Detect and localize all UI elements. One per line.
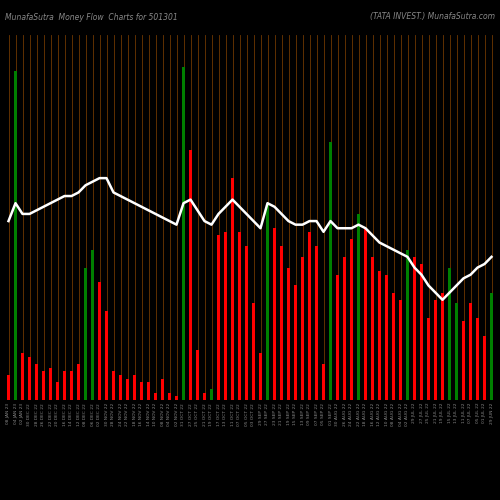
Bar xyxy=(448,268,452,400)
Bar xyxy=(196,350,200,400)
Bar xyxy=(230,178,234,400)
Bar xyxy=(160,378,164,400)
Bar xyxy=(378,271,382,400)
Bar xyxy=(364,228,368,400)
Bar xyxy=(266,203,270,400)
Bar xyxy=(440,292,444,400)
Bar xyxy=(406,250,409,400)
Text: (TATA INVEST.) MunafaSutra.com: (TATA INVEST.) MunafaSutra.com xyxy=(370,12,495,22)
Bar xyxy=(244,246,248,400)
Bar xyxy=(126,378,130,400)
Bar xyxy=(42,372,46,400)
Bar xyxy=(328,142,332,400)
Bar xyxy=(434,300,438,400)
Bar xyxy=(252,304,256,400)
Bar xyxy=(98,282,102,400)
Bar xyxy=(168,393,172,400)
Bar xyxy=(118,375,122,400)
Bar xyxy=(70,372,73,400)
Bar xyxy=(132,375,136,400)
Bar xyxy=(174,396,178,400)
Bar xyxy=(146,382,150,400)
Bar xyxy=(62,372,66,400)
Bar xyxy=(412,257,416,400)
Bar xyxy=(336,275,340,400)
Bar xyxy=(210,390,214,400)
Bar xyxy=(28,357,32,400)
Bar xyxy=(188,150,192,400)
Bar xyxy=(426,318,430,400)
Bar xyxy=(370,257,374,400)
Bar xyxy=(350,239,354,400)
Bar xyxy=(468,304,472,400)
Bar xyxy=(112,372,116,400)
Bar xyxy=(420,264,424,400)
Bar xyxy=(308,232,312,400)
Bar xyxy=(90,250,94,400)
Bar xyxy=(258,354,262,400)
Bar xyxy=(356,214,360,400)
Bar xyxy=(20,354,24,400)
Bar xyxy=(482,336,486,400)
Bar xyxy=(272,228,276,400)
Bar xyxy=(34,364,38,400)
Bar xyxy=(6,375,10,400)
Bar xyxy=(216,236,220,400)
Bar xyxy=(294,286,298,400)
Bar xyxy=(56,382,60,400)
Bar xyxy=(286,268,290,400)
Bar xyxy=(490,292,494,400)
Bar xyxy=(322,364,326,400)
Bar xyxy=(314,246,318,400)
Bar xyxy=(238,232,242,400)
Bar xyxy=(48,368,52,400)
Bar xyxy=(300,257,304,400)
Bar xyxy=(384,275,388,400)
Bar xyxy=(280,246,283,400)
Bar xyxy=(104,310,108,400)
Bar xyxy=(454,304,458,400)
Bar xyxy=(84,268,87,400)
Bar xyxy=(392,292,396,400)
Bar xyxy=(14,71,18,400)
Bar xyxy=(154,393,158,400)
Text: MunafaSutra  Money Flow  Charts for 501301: MunafaSutra Money Flow Charts for 501301 xyxy=(5,12,178,22)
Bar xyxy=(476,318,480,400)
Bar xyxy=(342,257,346,400)
Bar xyxy=(202,393,206,400)
Bar xyxy=(76,364,80,400)
Bar xyxy=(140,382,143,400)
Bar xyxy=(398,300,402,400)
Bar xyxy=(182,67,186,400)
Bar xyxy=(224,232,228,400)
Bar xyxy=(462,322,466,400)
